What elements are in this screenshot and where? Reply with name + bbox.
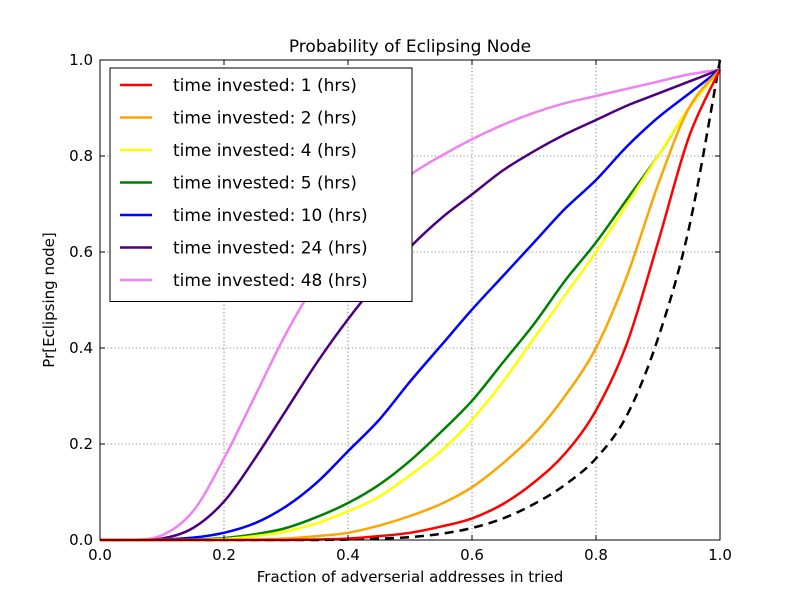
legend-box [109, 67, 413, 302]
axis-ticks: 0.0 0.2 0.4 0.6 0.8 1.0 0.0 0.2 0.4 0.6 0.8 1.0 [69, 51, 732, 564]
chart-title: Probability of Eclipsing Node [289, 37, 531, 57]
y-tick-label: 0.8 [69, 147, 93, 165]
legend-entry-label: time invested: 5 (hrs) [173, 174, 357, 194]
x-tick-label: 0.6 [460, 546, 484, 564]
legend-entry-label: time invested: 2 (hrs) [173, 109, 357, 129]
x-tick-label: 1.0 [708, 546, 732, 564]
legend-entry-label: time invested: 24 (hrs) [173, 239, 368, 259]
x-tick-label: 0.8 [584, 546, 608, 564]
x-tick-label: 0.0 [88, 546, 112, 564]
x-axis-label: Fraction of adverserial addresses in tri… [257, 568, 564, 586]
y-tick-label: 0.0 [69, 531, 93, 549]
y-tick-label: 0.2 [69, 435, 93, 453]
plot-frame [99, 59, 721, 541]
x-tick-label: 0.2 [212, 546, 236, 564]
x-tick-label: 0.4 [336, 546, 360, 564]
legend-entry-label: time invested: 1 (hrs) [173, 76, 357, 96]
legend: time invested: 1 (hrs) time invested: 2 (… [109, 67, 413, 302]
y-tick-label: 0.4 [69, 339, 93, 357]
series-line-4 [99, 68, 721, 542]
y-tick-label: 1.0 [69, 51, 93, 69]
legend-entry-label: time invested: 48 (hrs) [173, 271, 368, 291]
legend-entry-label: time invested: 4 (hrs) [173, 141, 357, 161]
y-tick-label: 0.6 [69, 243, 93, 261]
legend-entry-label: time invested: 10 (hrs) [173, 206, 368, 226]
y-axis-label: Pr[Eclipsing node] [40, 232, 58, 367]
